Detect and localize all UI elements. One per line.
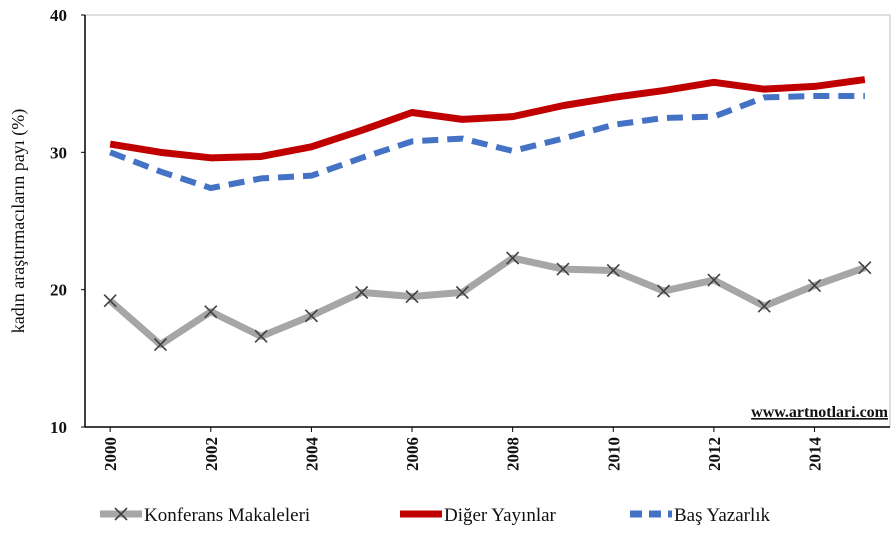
y-tick-label: 10 [50, 418, 67, 437]
marker [103, 294, 117, 308]
marker [858, 261, 872, 275]
y-tick-label: 20 [50, 281, 67, 300]
legend-label: Baş Yazarlık [674, 505, 771, 526]
series-line [109, 76, 866, 162]
series-line [109, 93, 865, 192]
watermark: www.artnotlari.com [751, 404, 889, 421]
marker [757, 299, 771, 313]
marker [556, 262, 570, 276]
x-tick-label: 2002 [202, 437, 221, 471]
marker [254, 329, 268, 343]
marker [153, 338, 168, 352]
marker [606, 263, 620, 278]
legend-marker [114, 507, 128, 521]
y-axis-label: kadın araştırmacıların payı (%) [8, 109, 29, 333]
marker [355, 285, 369, 299]
x-tick-label: 2012 [705, 437, 724, 471]
marker [204, 305, 218, 319]
marker [405, 289, 419, 304]
x-tick-label: 2008 [504, 437, 523, 471]
x-tick-label: 2010 [604, 437, 623, 471]
marker [304, 309, 318, 323]
marker [506, 251, 520, 265]
legend-label: Konferans Makaleleri [144, 505, 310, 526]
marker [707, 273, 721, 287]
marker [455, 285, 469, 299]
x-tick-label: 2014 [806, 437, 825, 472]
marker [807, 278, 822, 293]
series-line [107, 254, 867, 349]
x-tick-label: 2000 [101, 437, 120, 471]
y-tick-label: 30 [50, 143, 67, 162]
marker [657, 284, 671, 298]
plot-frame [84, 14, 891, 428]
legend-label: Diğer Yayınlar [444, 505, 557, 526]
y-tick-label: 40 [50, 6, 67, 25]
x-tick-label: 2004 [302, 437, 321, 472]
x-tick-label: 2006 [403, 437, 422, 471]
